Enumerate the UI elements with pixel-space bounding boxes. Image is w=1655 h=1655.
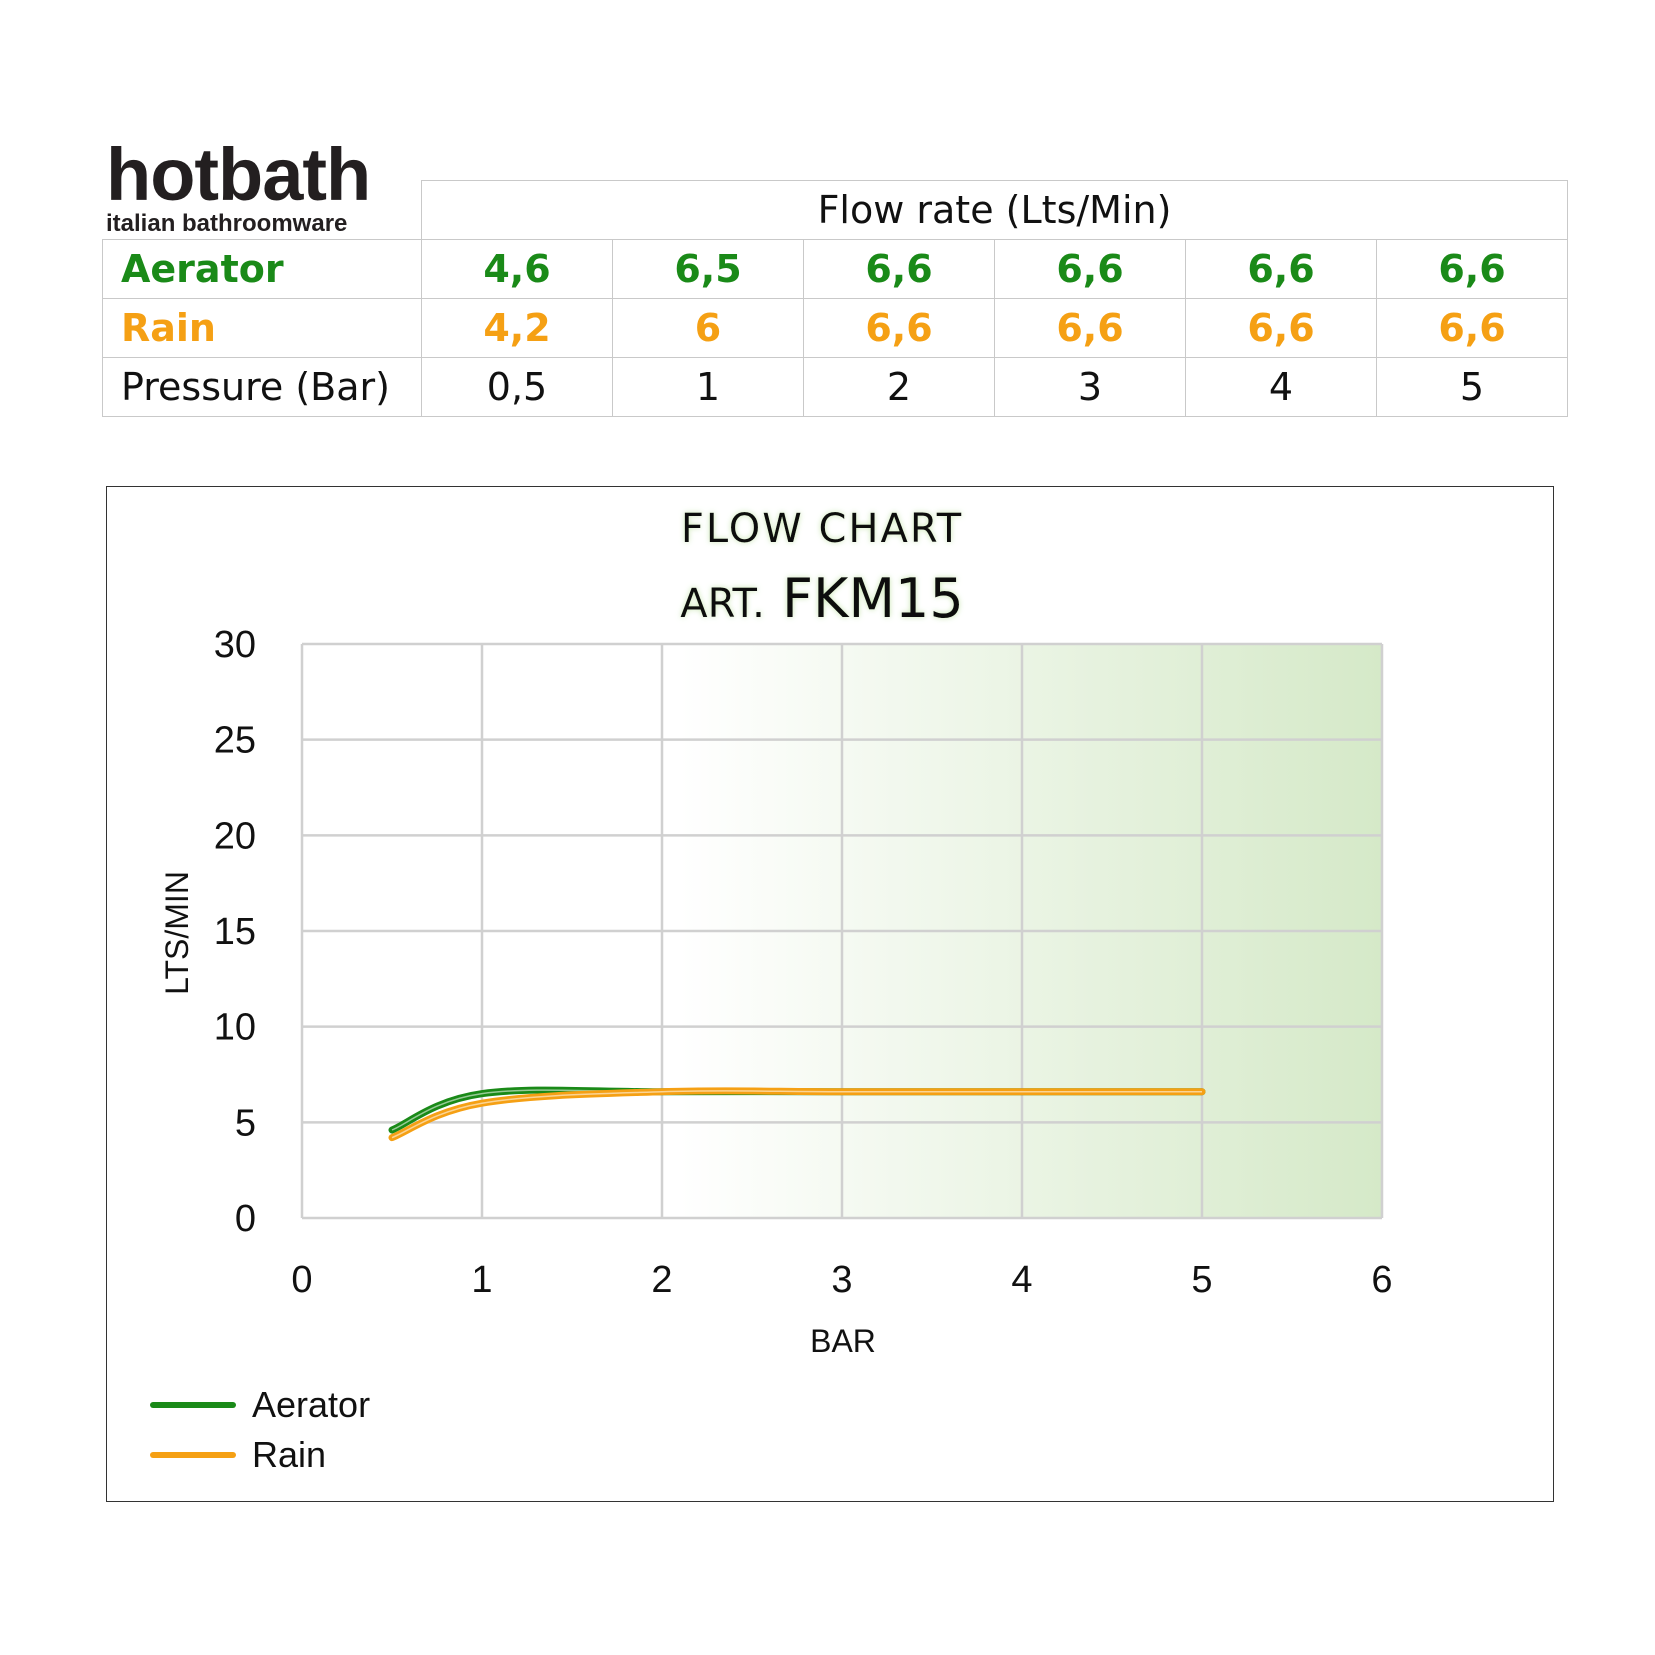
table-cell: 6,6 [1185, 239, 1377, 299]
data-point-aerator [391, 1129, 393, 1131]
chart-title: FLOW CHART [681, 506, 963, 552]
row-label-pressure: Pressure (Bar) [102, 357, 422, 417]
chart-subtitle: ART. FKM15 [680, 567, 964, 630]
data-point-rain [841, 1091, 843, 1093]
legend-item-aerator: Aerator [150, 1380, 370, 1430]
table-cell: 3 [994, 357, 1186, 417]
x-tick-label: 5 [1191, 1259, 1212, 1301]
chart-subtitle-model: FKM15 [782, 567, 964, 630]
data-point-aerator [481, 1093, 483, 1095]
x-tick-label: 0 [291, 1259, 312, 1301]
data-point-rain [1201, 1091, 1203, 1093]
table-cell: 6,6 [803, 239, 995, 299]
data-point-rain [661, 1091, 663, 1093]
x-tick-label: 4 [1011, 1259, 1032, 1301]
chart-frame [106, 486, 1554, 1502]
x-axis-label: BAR [810, 1323, 876, 1359]
legend-item-rain: Rain [150, 1430, 370, 1480]
flow-rate-table: Flow rate (Lts/Min) Aerator 4,6 6,5 6,6 … [102, 180, 1568, 417]
plot-area: 0 5 10 15 20 25 30 0 1 2 3 4 5 6 [214, 624, 1393, 1301]
x-tick-label: 3 [831, 1259, 852, 1301]
series-highlight-rain [391, 1090, 1202, 1139]
legend-swatch-aerator [150, 1402, 236, 1408]
y-tick-label: 30 [214, 624, 256, 666]
table-cell: 4 [1185, 357, 1377, 417]
table-cell: 0,5 [421, 357, 613, 417]
table-cell: 2 [803, 357, 995, 417]
table-cell: 5 [1376, 357, 1568, 417]
y-tick-label: 0 [235, 1198, 256, 1240]
x-tick-label: 6 [1371, 1259, 1392, 1301]
data-point-rain [1021, 1091, 1023, 1093]
data-point-rain [481, 1102, 483, 1104]
data-point-rain [391, 1137, 393, 1139]
y-tick-label: 10 [214, 1007, 256, 1049]
table-cell: 6,6 [1376, 298, 1568, 358]
x-tick-label: 1 [471, 1259, 492, 1301]
chart-legend: Aerator Rain [150, 1380, 370, 1480]
legend-label-aerator: Aerator [252, 1384, 371, 1425]
chart-subtitle-prefix: ART. [680, 581, 765, 627]
table-cell: 6,5 [612, 239, 804, 299]
legend-label-rain: Rain [252, 1434, 327, 1475]
table-cell: 4,2 [421, 298, 613, 358]
table-cell: 6,6 [803, 298, 995, 358]
table-row-aerator: Aerator 4,6 6,5 6,6 6,6 6,6 6,6 [102, 239, 1568, 299]
table-cell: 1 [612, 357, 804, 417]
y-tick-label: 20 [214, 815, 256, 857]
legend-swatch-rain [150, 1452, 236, 1458]
table-row-pressure: Pressure (Bar) 0,5 1 2 3 4 5 [102, 357, 1568, 417]
row-label-rain: Rain [102, 298, 422, 358]
y-tick-label: 25 [214, 720, 256, 762]
y-tick-label: 5 [235, 1102, 256, 1144]
table-cell: 6,6 [1376, 239, 1568, 299]
x-tick-label: 2 [651, 1259, 672, 1301]
y-axis-label: LTS/MIN [159, 871, 195, 995]
table-cell: 6,6 [1185, 298, 1377, 358]
y-tick-label: 15 [214, 911, 256, 953]
